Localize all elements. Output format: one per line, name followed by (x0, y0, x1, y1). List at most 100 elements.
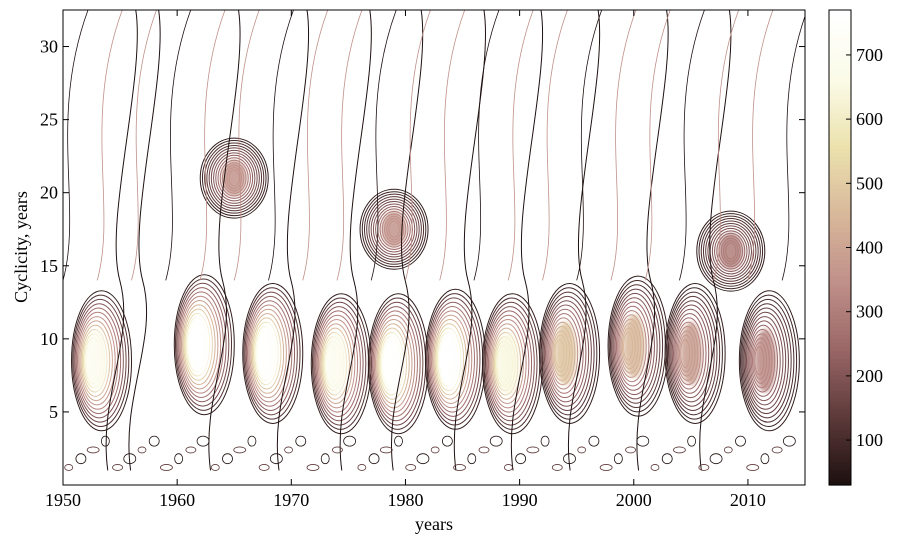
contour-line (611, 288, 661, 404)
colorbar: 100 200 300 400 500 600 700 (828, 9, 883, 486)
contour-line (373, 314, 416, 413)
contour-line (315, 310, 361, 417)
x-tick-label: 1960 (159, 490, 195, 510)
contour-line (615, 305, 650, 387)
colorbar-swatch (829, 457, 851, 462)
colorbar-swatch (829, 437, 851, 443)
noise-contour (247, 435, 257, 447)
colorbar-swatch (829, 17, 851, 23)
noise-contour (771, 446, 783, 454)
contour-line (434, 323, 465, 396)
contour-line (371, 306, 421, 422)
contour-core (326, 332, 348, 396)
colorbar-tick-label: 600 (856, 109, 883, 129)
colorbar-swatch (829, 362, 851, 367)
colorbar-swatch (829, 287, 851, 292)
noise-contour (368, 453, 380, 465)
contour-peak (664, 282, 726, 424)
colorbar-swatch (829, 148, 851, 154)
contour-core (189, 313, 211, 377)
colorbar-swatch (829, 128, 851, 134)
contour-peak (71, 290, 133, 432)
contour-line (243, 287, 301, 420)
contour-peak (424, 288, 486, 430)
contour-line (698, 213, 764, 290)
upper-contour (610, 10, 637, 281)
colorbar-swatch (829, 93, 851, 98)
upper-contour (96, 10, 123, 281)
noise-contour (489, 435, 503, 447)
colorbar-swatch (829, 140, 851, 146)
contour-line (313, 301, 367, 426)
colorbar-swatch (829, 417, 851, 423)
colorbar-swatch (829, 279, 851, 284)
contour-line (745, 316, 784, 406)
upper-contour (268, 10, 294, 281)
noise-contour (515, 453, 527, 465)
separator-contour (105, 10, 138, 471)
noise-contour (379, 446, 393, 454)
x-tick-label: 1980 (387, 490, 423, 510)
colorbar-swatch (829, 469, 851, 474)
contour-line (700, 215, 761, 287)
contour-core (87, 329, 109, 393)
upper-contour (679, 10, 705, 281)
colorbar-swatch (829, 164, 851, 169)
colorbar-swatch (829, 144, 851, 150)
contour-line (486, 310, 533, 417)
colorbar-swatch (829, 354, 851, 359)
contour-line (668, 295, 718, 412)
contour-field (63, 10, 805, 471)
noise-contour (782, 435, 796, 447)
noise-contour (746, 464, 760, 471)
colorbar-swatch (829, 314, 851, 320)
colorbar-swatch (829, 449, 851, 454)
noise-contour (540, 435, 550, 447)
colorbar-swatch (829, 211, 851, 217)
separator-contour (339, 10, 372, 471)
colorbar-swatch (829, 425, 851, 431)
noise-contour (504, 464, 513, 471)
y-tick-label: 25 (40, 110, 58, 130)
noise-contour (588, 435, 600, 447)
noise-contour (661, 453, 673, 465)
contour-line (73, 298, 127, 423)
contour-line (210, 149, 258, 207)
colorbar-swatch (829, 382, 851, 387)
colorbar-swatch (829, 378, 851, 383)
noise-contour (636, 435, 650, 447)
noise-contour (64, 464, 74, 471)
noise-contour (269, 453, 283, 465)
colorbar-tick-label: 100 (856, 430, 883, 450)
x-axis-label: years (415, 514, 453, 534)
colorbar-swatch (829, 334, 851, 340)
noise-contour (551, 464, 563, 471)
contour-line (174, 278, 233, 411)
colorbar-tick-label: 500 (856, 173, 883, 193)
contour-line (72, 294, 130, 427)
contour-line (204, 142, 265, 214)
colorbar-swatch (829, 445, 851, 450)
noise-contour (723, 446, 733, 454)
upper-contour (405, 10, 431, 281)
noise-contour (357, 464, 367, 471)
contour-line (249, 308, 287, 399)
upper-contour (131, 10, 157, 281)
noise-contour (75, 453, 87, 465)
contour-peak (242, 282, 304, 424)
contour-peak (359, 188, 429, 270)
noise-contour (137, 446, 147, 454)
upper-contour (233, 10, 260, 281)
upper-contour (747, 10, 774, 281)
contour-line (747, 320, 781, 402)
contour-line (251, 317, 282, 390)
upper-contour (439, 10, 466, 281)
contour-line (669, 300, 715, 407)
noise-contour (332, 446, 343, 454)
colorbar-swatch (829, 350, 851, 355)
colorbar-swatch (829, 393, 851, 399)
contour-line (609, 284, 664, 409)
colorbar-swatch (829, 302, 851, 308)
noise-contour (185, 446, 197, 454)
noise-contour (112, 464, 123, 471)
